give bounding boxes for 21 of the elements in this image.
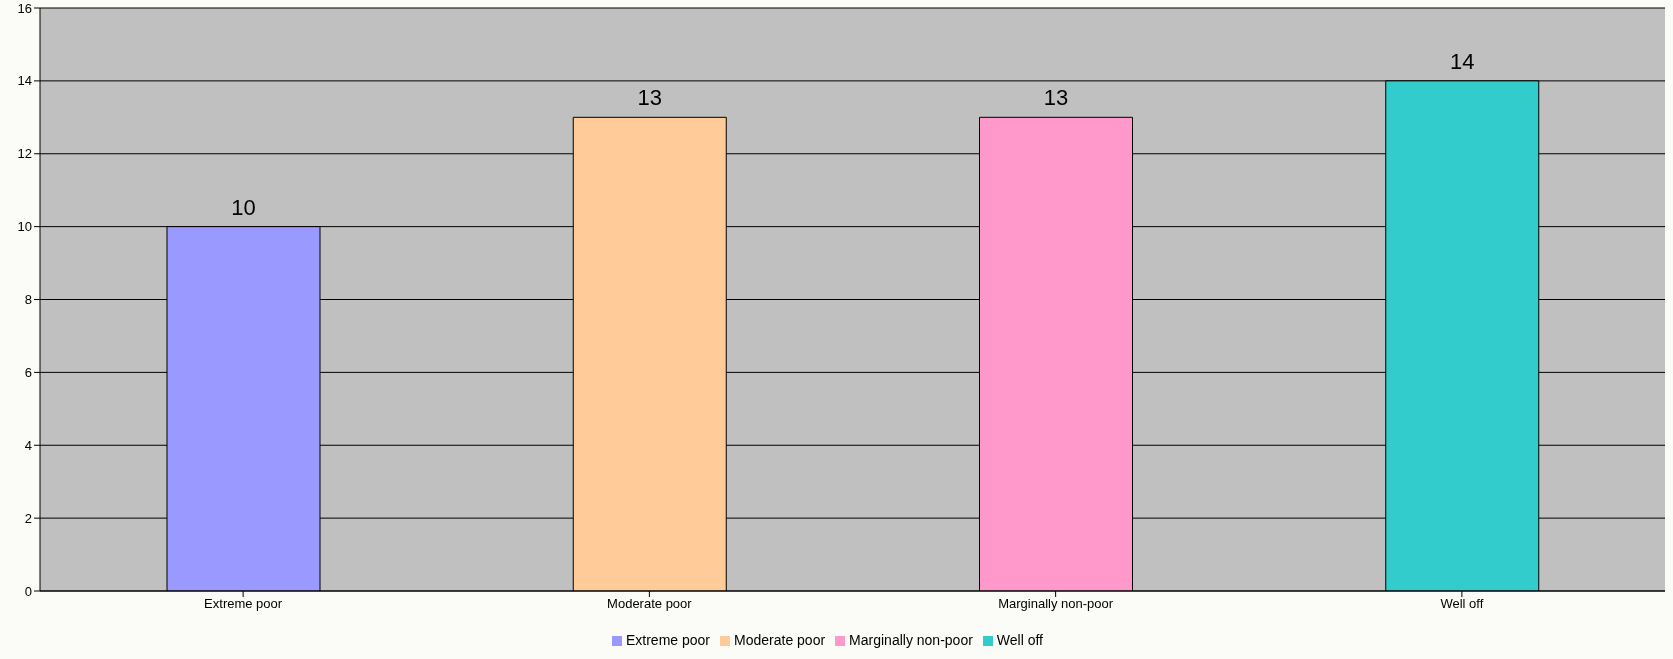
- data-label: 14: [1450, 48, 1475, 74]
- y-tick-label: 6: [24, 364, 32, 380]
- legend-label: Extreme poor: [625, 632, 711, 648]
- legend-label: Well off: [996, 632, 1043, 648]
- y-tick-label: 8: [24, 292, 32, 308]
- data-label: 13: [637, 85, 662, 111]
- y-tick-label: 0: [24, 583, 32, 599]
- y-tick-label: 14: [17, 73, 32, 89]
- y-tick-label: 2: [24, 510, 32, 526]
- data-label: 13: [1043, 85, 1069, 111]
- x-tick-label: Marginally non-poor: [998, 596, 1114, 612]
- legend-label: Moderate poor: [734, 632, 826, 648]
- data-label: 10: [231, 194, 256, 220]
- y-tick-label: 4: [24, 437, 32, 453]
- x-tick-label: Well off: [1440, 596, 1484, 612]
- y-tick-label: 12: [17, 146, 32, 162]
- y-tick-label: 16: [17, 0, 32, 16]
- x-tick-label: Extreme poor: [204, 596, 283, 612]
- y-tick-label: 10: [17, 219, 32, 235]
- x-tick-label: Moderate poor: [607, 596, 693, 612]
- legend-label: Marginally non-poor: [849, 632, 973, 648]
